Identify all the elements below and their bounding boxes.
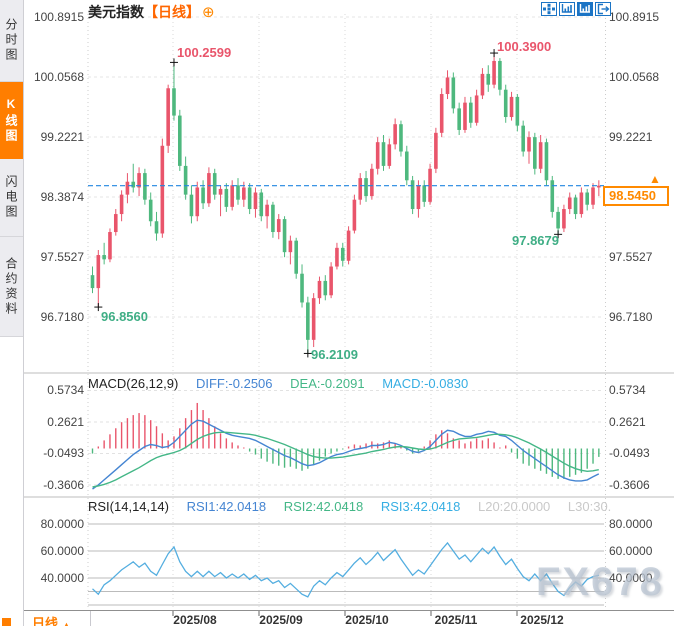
main-y-axis-label-right: 96.7180 [609, 309, 653, 324]
fx678-watermark: FX678 [536, 560, 664, 604]
main-y-axis-label-left: 98.3874 [40, 189, 84, 204]
rsi-y-axis-label-left: 80.0000 [40, 517, 84, 531]
sidebar-item-timeshare[interactable]: 分时图 [0, 0, 23, 82]
main-y-axis-label-left: 96.7180 [40, 309, 84, 324]
crosshair-move-icon[interactable] [541, 2, 557, 21]
x-axis-label: 2025/11 [434, 613, 478, 626]
rsi-y-axis-label-left: 60.0000 [40, 544, 84, 558]
exit-icon[interactable] [595, 2, 611, 21]
rsi1-value: RSI1:42.0418 [186, 499, 267, 514]
rsi-y-axis-label-right: 60.0000 [609, 544, 653, 558]
macd-y-axis-label-right: 0.5734 [609, 383, 646, 398]
annotation-low-dec: 97.8679 [512, 233, 559, 248]
main-y-axis-label-right: 100.8915 [609, 10, 660, 24]
macd-macd-value: MACD:-0.0830 [382, 376, 469, 391]
x-axis-label: 2025/08 [173, 613, 217, 626]
period-label: 日线 [32, 616, 59, 626]
rsi-l30-value: L30:30. [567, 499, 612, 514]
chart-toolbar [541, 2, 611, 21]
main-y-axis-label-left: 99.2221 [40, 129, 84, 144]
macd-y-axis-label-left: -0.3606 [43, 477, 84, 492]
x-axis-label: 2025/09 [259, 613, 303, 626]
annotation-high-aug: 100.2599 [177, 45, 232, 60]
symbol-name: 美元指数 [88, 4, 144, 20]
scrollbar-corner [2, 618, 11, 626]
rsi-y-axis-label-left: 40.0000 [40, 571, 84, 585]
period-tag: 【日线】 [144, 4, 200, 20]
rsi2-value: RSI2:42.0418 [283, 499, 364, 514]
macd-y-axis-label-right: -0.3606 [609, 477, 650, 492]
period-selector[interactable]: 日线 ▲ [24, 611, 91, 626]
macd-header: MACD(26,12,9) DIFF:-0.2506 DEA:-0.2091 M… [88, 376, 482, 391]
macd-title: MACD(26,12,9) [88, 376, 179, 391]
rsi-header: RSI(14,14,14) RSI1:42.0418 RSI2:42.0418 … [88, 499, 625, 514]
current-price-badge: 98.5450 [603, 186, 669, 206]
price-up-arrow-icon: ▲ [649, 172, 661, 186]
macd-y-axis-label-left: 0.2621 [47, 414, 84, 429]
axis-scale-icon[interactable] [559, 2, 575, 21]
dropdown-arrow-icon: ▲ [62, 620, 71, 626]
macd-y-axis-label-right: 0.2621 [609, 414, 646, 429]
add-indicator-icon[interactable]: ⊕ [202, 4, 215, 21]
axis-scale-active-icon[interactable] [577, 2, 593, 21]
annotation-low-sep: 96.2109 [311, 347, 358, 362]
chart-title: 美元指数【日线】 ⊕ [88, 2, 215, 22]
macd-y-axis-label-left: 0.5734 [47, 383, 84, 398]
sidebar-item-kline[interactable]: K线图 [0, 82, 23, 159]
rsi-y-axis-label-right: 80.0000 [609, 517, 653, 531]
annotation-high-nov: 100.3900 [497, 39, 552, 54]
rsi-title: RSI(14,14,14) [88, 499, 169, 514]
macd-y-axis-label-right: -0.0493 [609, 446, 650, 461]
rsi-l20-value: L20:20.0000 [477, 499, 551, 514]
sidebar: 分时图 K线图 闪电图 合约资料 [0, 0, 24, 626]
rsi3-value: RSI3:42.0418 [380, 499, 461, 514]
main-y-axis-label-left: 97.5527 [40, 249, 84, 264]
macd-diff-value: DIFF:-0.2506 [195, 376, 273, 391]
x-axis-label: 2025/12 [520, 613, 564, 626]
macd-dea-value: DEA:-0.2091 [290, 376, 365, 391]
main-y-axis-label-right: 97.5527 [609, 249, 653, 264]
sidebar-item-contract-info[interactable]: 合约资料 [0, 237, 23, 337]
macd-y-axis-label-left: -0.0493 [43, 446, 84, 461]
annotation-low-jul: 96.8560 [101, 309, 148, 324]
main-y-axis-label-left: 100.8915 [33, 10, 84, 24]
x-axis-label: 2025/10 [345, 613, 389, 626]
rsi-y-axis-label-right: 40.0000 [609, 571, 653, 585]
sidebar-item-lightning[interactable]: 闪电图 [0, 159, 23, 237]
main-y-axis-label-right: 100.0568 [609, 69, 660, 84]
main-y-axis-label-left: 100.0568 [33, 69, 84, 84]
main-y-axis-label-right: 99.2221 [609, 129, 653, 144]
